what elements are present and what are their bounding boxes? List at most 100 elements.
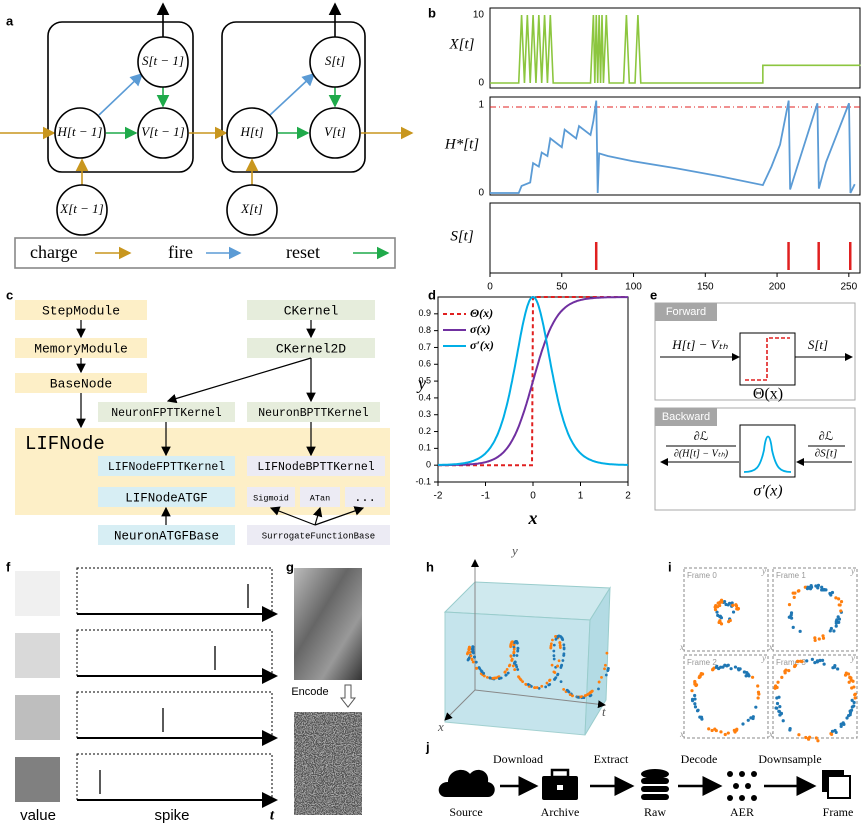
event-dot: [834, 619, 838, 624]
event-dot: [822, 662, 826, 666]
axis-label: y: [850, 566, 855, 576]
step-curve: [745, 337, 790, 381]
node-label: X[t]: [240, 201, 263, 216]
panel-h: y x t: [437, 543, 611, 736]
event-dot: [707, 727, 711, 731]
panel-c: StepModule MemoryModule BaseNode CKernel CKe…: [15, 300, 390, 545]
event-dot: [742, 670, 747, 674]
event-dot: [796, 589, 800, 593]
event-dot: [746, 718, 750, 722]
membrane-trace: [490, 101, 855, 193]
event-dot: [693, 702, 697, 706]
legend-label: fire: [168, 242, 193, 262]
event-dot: [552, 654, 556, 658]
class-box: [98, 525, 235, 545]
legend-label: charge: [30, 242, 78, 262]
event-dot: [853, 693, 857, 697]
y-tick-label: 0.5: [418, 375, 431, 385]
event-dot: [710, 728, 714, 733]
node: [309, 107, 361, 159]
event-dot: [499, 676, 503, 680]
neuron-box: [47, 21, 194, 173]
briefcase-handle: [550, 768, 570, 779]
class-label: NeuronATGFBase: [114, 529, 219, 543]
event-dot: [810, 657, 814, 661]
event-dot: [504, 673, 508, 677]
event-dot: [513, 641, 517, 644]
x-tick-label: 0: [530, 491, 536, 502]
event-dot: [791, 625, 795, 629]
event-dot: [798, 659, 803, 663]
event-dot: [512, 653, 516, 657]
event-dot: [590, 690, 594, 693]
function-label: Θ(x): [753, 386, 783, 403]
event-dot: [548, 678, 552, 682]
event-dot: [548, 682, 552, 686]
x-tick-label: 150: [697, 282, 714, 293]
class-box: [247, 525, 390, 545]
frame-label: Frame 0: [687, 571, 717, 580]
class-box: [345, 487, 385, 507]
event-dot: [512, 650, 516, 654]
legend-label: σ(x): [470, 322, 490, 336]
event-dot: [488, 676, 492, 680]
node: [54, 107, 106, 159]
event-dot: [832, 629, 836, 633]
event-dot: [474, 660, 478, 664]
node-label: V[t]: [324, 124, 346, 139]
x-tick-label: 200: [769, 282, 786, 293]
event-dot: [791, 591, 795, 595]
event-dot: [816, 739, 820, 743]
event-dot: [480, 670, 484, 673]
tab-label: Forward: [666, 306, 706, 318]
panel-label: d: [428, 287, 436, 302]
spike-box: [76, 567, 273, 615]
event-dot: [719, 730, 723, 734]
event-dot: [724, 602, 728, 607]
panel-labels: a b c d e f g h i j: [6, 5, 672, 754]
class-box: [98, 402, 235, 422]
class-label: ...: [354, 491, 376, 505]
event-dot: [830, 729, 835, 733]
event-dot: [509, 642, 513, 646]
bell-curve: [743, 435, 792, 473]
y-tick-label: 0.4: [418, 392, 431, 402]
event-dot: [822, 588, 827, 592]
action-label: Extract: [594, 752, 629, 766]
event-dot: [589, 693, 593, 697]
y-tick-label: 0.3: [418, 409, 431, 419]
event-dot: [714, 604, 718, 608]
grad-denominator: ∂(H[t] − Vₜₕ): [674, 448, 729, 459]
event-dot: [605, 651, 609, 655]
panel-d: y x -2 -1 0 1 2 -0.1 0 0.1 0.2 0.3 0.4 0.5 0.6 0.7 0.8…: [415, 295, 631, 528]
event-dot: [781, 719, 785, 723]
arrow: [269, 72, 316, 116]
node: [309, 36, 361, 88]
event-dot: [470, 657, 474, 661]
event-dot: [775, 701, 780, 706]
event-dot: [787, 603, 792, 607]
class-label: NeuronFPTTKernel: [111, 407, 222, 420]
legend-label: Θ(x): [470, 306, 493, 320]
class-box: [247, 402, 380, 422]
class-box: [15, 338, 147, 358]
event-dot: [736, 667, 741, 671]
y-tick-label: 0: [478, 188, 484, 199]
event-dot: [783, 669, 787, 673]
event-dot: [729, 667, 733, 671]
class-box: [247, 487, 295, 507]
y-tick-label: 1: [478, 100, 484, 111]
event-dot: [757, 692, 761, 696]
class-box: [247, 338, 375, 358]
event-dot: [600, 675, 603, 679]
tab: [655, 408, 717, 426]
event-dot: [745, 672, 749, 676]
event-dot: [727, 601, 732, 605]
event-dot: [510, 657, 514, 661]
event-dot: [604, 673, 608, 677]
node-label: S[t − 1]: [142, 53, 184, 68]
image: [294, 568, 362, 680]
class-label: LIFNodeBPTTKernel: [257, 461, 374, 474]
event-dot: [756, 684, 760, 688]
event-dot: [715, 664, 719, 668]
